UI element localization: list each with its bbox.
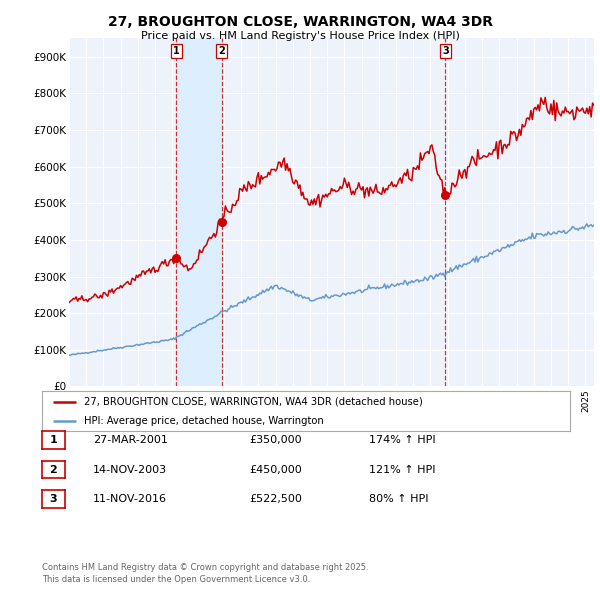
Text: 14-NOV-2003: 14-NOV-2003 (93, 465, 167, 474)
Text: HPI: Average price, detached house, Warrington: HPI: Average price, detached house, Warr… (84, 416, 324, 425)
Text: 27, BROUGHTON CLOSE, WARRINGTON, WA4 3DR (detached house): 27, BROUGHTON CLOSE, WARRINGTON, WA4 3DR… (84, 397, 423, 407)
Text: 80% ↑ HPI: 80% ↑ HPI (369, 494, 428, 504)
Bar (176, 38, 221, 386)
Text: 3: 3 (442, 46, 449, 56)
Text: 2: 2 (50, 465, 57, 474)
Text: 27-MAR-2001: 27-MAR-2001 (93, 435, 168, 445)
Text: 1: 1 (50, 435, 57, 445)
Text: 27, BROUGHTON CLOSE, WARRINGTON, WA4 3DR: 27, BROUGHTON CLOSE, WARRINGTON, WA4 3DR (107, 15, 493, 30)
Text: 2: 2 (218, 46, 225, 56)
Text: 121% ↑ HPI: 121% ↑ HPI (369, 465, 436, 474)
Text: £450,000: £450,000 (249, 465, 302, 474)
Text: £522,500: £522,500 (249, 494, 302, 504)
Text: £350,000: £350,000 (249, 435, 302, 445)
Text: 1: 1 (173, 46, 180, 56)
Text: 11-NOV-2016: 11-NOV-2016 (93, 494, 167, 504)
Text: Price paid vs. HM Land Registry's House Price Index (HPI): Price paid vs. HM Land Registry's House … (140, 31, 460, 41)
Text: 174% ↑ HPI: 174% ↑ HPI (369, 435, 436, 445)
Text: 3: 3 (50, 494, 57, 504)
Text: Contains HM Land Registry data © Crown copyright and database right 2025.
This d: Contains HM Land Registry data © Crown c… (42, 563, 368, 584)
